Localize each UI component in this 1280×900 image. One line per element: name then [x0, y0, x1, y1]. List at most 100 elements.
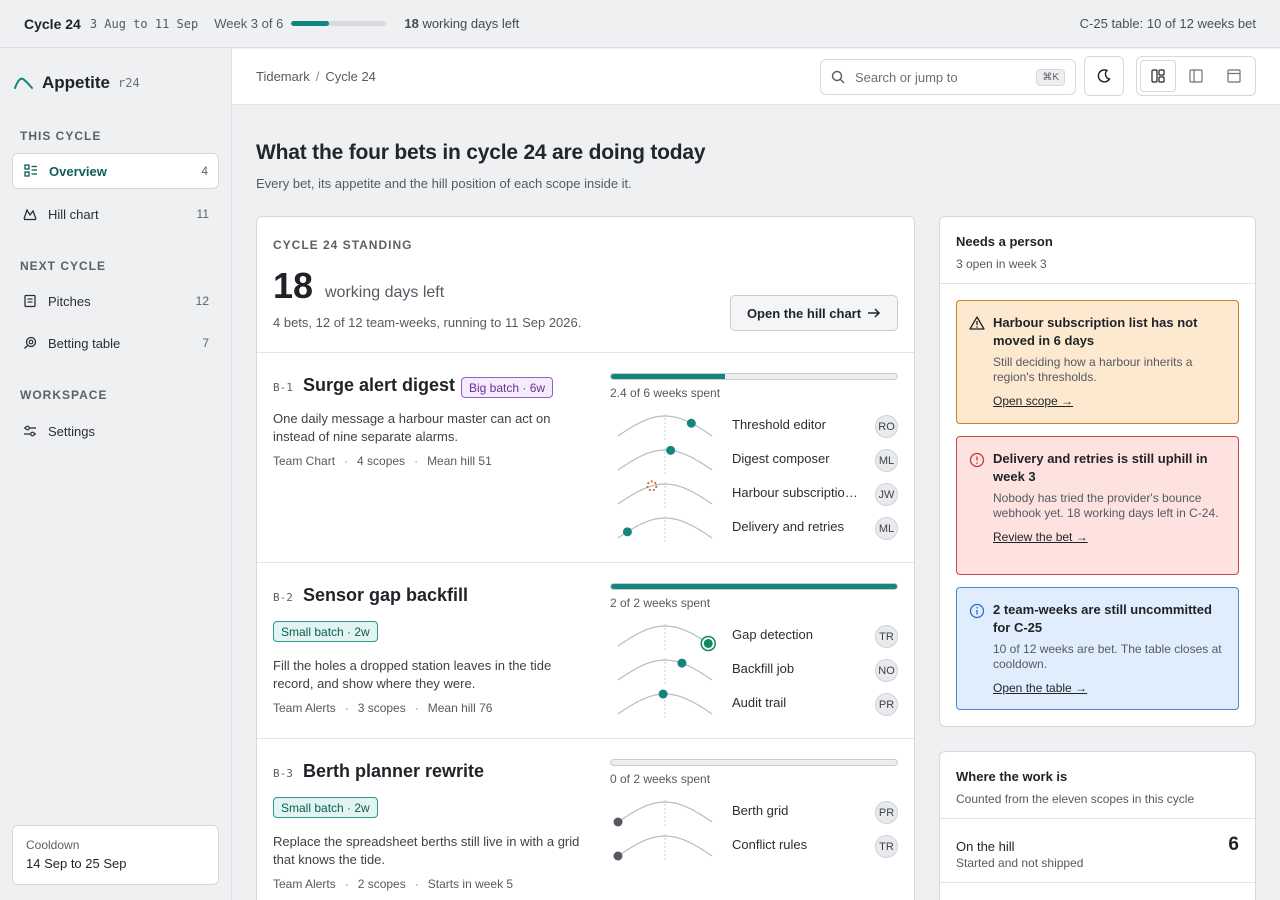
work-row-label: On the hill — [956, 839, 1015, 854]
hill-mini-chart — [617, 658, 713, 684]
avatar[interactable]: PR — [875, 693, 898, 716]
standing-meta: 4 bets, 12 of 12 team-weeks, running to … — [273, 315, 582, 330]
scope-row[interactable]: Gap detection TR — [610, 620, 898, 652]
error-icon — [969, 452, 985, 468]
bet-row[interactable]: B-2 Sensor gap backfill Small batch · 2w Fi… — [257, 563, 914, 739]
bet-code: B-1 — [273, 381, 293, 394]
alert-title: Harbour subscription list has not moved … — [993, 315, 1198, 348]
bet-meta: Team Alerts · 2 scopes · Starts in week 5 — [273, 877, 514, 891]
alert-error: Delivery and retries is still uphill in … — [956, 436, 1239, 575]
alert-desc: Still deciding how a harbour inherits a … — [993, 355, 1193, 384]
hill-mini-chart — [617, 445, 713, 474]
appetite-logo-icon — [14, 77, 33, 89]
sidebar-item-betting-table[interactable]: Betting table 7 — [12, 325, 219, 361]
avatar[interactable]: JW — [875, 483, 898, 506]
sidebar-item-label: Betting table — [48, 335, 121, 351]
hill-dot — [686, 418, 696, 428]
bet-row[interactable]: B-3 Berth planner rewrite Small batch · 2w… — [257, 739, 914, 900]
sidebar-item-count: 12 — [195, 294, 209, 308]
table-status: C-25 table: 10 of 12 weeks bet — [1079, 16, 1256, 31]
bet-scope-count: 2 scopes — [357, 877, 406, 891]
view-full-button[interactable] — [1216, 60, 1252, 92]
open-table-link[interactable]: Open the table → — [993, 681, 1088, 695]
breadcrumb-org[interactable]: Tidemark — [256, 69, 310, 84]
alert-info: 2 team-weeks are still uncommitted for C… — [956, 587, 1239, 710]
bet-extra: Mean hill 51 — [427, 454, 492, 468]
cycle-standing: CYCLE 24 STANDING 18 working days left 4… — [257, 217, 914, 353]
avatar[interactable]: TR — [875, 625, 898, 648]
scope-row[interactable]: Harbour subscription list JW — [610, 478, 898, 510]
bet-title[interactable]: Surge alert digest — [303, 375, 456, 395]
brand[interactable]: Appetite r24 — [14, 73, 140, 93]
avatar[interactable]: TR — [875, 835, 898, 858]
avatar[interactable]: ML — [875, 449, 898, 472]
arrow-right-icon — [868, 308, 881, 318]
scope-row[interactable]: Digest composer ML — [610, 444, 898, 476]
sidebar-item-settings[interactable]: Settings — [12, 413, 219, 449]
avatar[interactable]: RO — [875, 415, 898, 438]
scope-name: Delivery and retries — [732, 519, 844, 534]
bet-meta: Team Chart · 4 scopes · Mean hill 51 — [273, 454, 492, 468]
avatar[interactable]: ML — [875, 517, 898, 540]
avatar[interactable]: PR — [875, 801, 898, 824]
hill-dot-stuck — [646, 480, 658, 492]
search-placeholder: Search or jump to — [855, 69, 958, 85]
batch-badge: Small batch · 2w — [273, 797, 378, 818]
scope-row[interactable]: Conflict rules TR — [610, 830, 898, 862]
sidebar-item-pitches[interactable]: Pitches 12 — [12, 283, 219, 319]
sidebar-item-label: Settings — [48, 423, 95, 439]
review-bet-link[interactable]: Review the bet → — [993, 530, 1088, 544]
scope-name: Digest composer — [732, 451, 830, 466]
view-sidebar-button[interactable] — [1178, 60, 1214, 92]
cycle-status-bar: Cycle 24 3 Aug to 11 Sep Week 3 of 6 18 … — [0, 0, 1280, 48]
bet-scope-count: 3 scopes — [357, 701, 406, 715]
search-icon — [831, 70, 845, 84]
bet-title[interactable]: Sensor gap backfill — [303, 585, 469, 605]
work-row-value: 6 — [1228, 834, 1239, 855]
avatar[interactable]: NO — [875, 659, 898, 682]
hill-mini-chart — [617, 624, 716, 652]
view-switcher — [1136, 56, 1256, 96]
theme-toggle-button[interactable] — [1084, 56, 1124, 96]
full-layout-icon — [1227, 69, 1241, 83]
hill-dot — [703, 638, 713, 648]
warning-icon — [969, 316, 985, 330]
open-scope-link[interactable]: Open scope → — [993, 394, 1074, 408]
panel-title: Needs a person — [956, 234, 1053, 249]
scope-row[interactable]: Delivery and retries ML — [610, 512, 898, 544]
search-input[interactable]: Search or jump to ⌘K — [820, 59, 1076, 95]
bet-extra: Mean hill 76 — [427, 701, 493, 715]
bets-list: B-1 Surge alert digest Big batch · 6w One d… — [257, 353, 914, 900]
needs-a-person-panel: Needs a person 3 open in week 3 Harbour … — [939, 216, 1256, 727]
bet-row[interactable]: B-1 Surge alert digest Big batch · 6w One d… — [257, 353, 914, 563]
bet-code: B-3 — [273, 767, 293, 780]
scope-row[interactable]: Backfill job NO — [610, 654, 898, 686]
split-layout-icon — [1151, 69, 1165, 83]
sidebar-item-hill-chart[interactable]: Hill chart 11 — [12, 196, 219, 232]
view-split-button[interactable] — [1140, 60, 1176, 92]
scope-row[interactable]: Threshold editor RO — [610, 410, 898, 442]
page-title: What the four bets in cycle 24 are doing… — [256, 141, 706, 164]
breadcrumb-separator: / — [315, 69, 320, 84]
bet-extra: Starts in week 5 — [427, 877, 514, 891]
sidebar-item-label: Pitches — [48, 293, 91, 309]
work-row-on-the-hill: On the hill Started and not shipped 6 — [940, 819, 1255, 883]
scope-row[interactable]: Berth grid PR — [610, 796, 898, 828]
open-hill-chart-button[interactable]: Open the hill chart — [730, 295, 898, 331]
hill-mini-chart — [617, 480, 713, 508]
sidebar-item-overview[interactable]: Overview 4 — [12, 153, 219, 189]
bet-description: One daily message a harbour master can a… — [273, 411, 551, 444]
bet-meta: Team Alerts · 3 scopes · Mean hill 76 — [273, 701, 493, 715]
bet-title[interactable]: Berth planner rewrite — [303, 761, 485, 781]
page-subtitle: Every bet, its appetite and the hill pos… — [256, 176, 632, 191]
hill-dot — [613, 817, 623, 827]
alert-desc: 10 of 12 weeks are bet. The table closes… — [993, 642, 1222, 671]
sidebar-item-count: 4 — [201, 164, 208, 178]
bet-progress-bar — [610, 759, 898, 766]
work-row-sub: Started and not shipped — [956, 856, 1084, 870]
breadcrumb: Tidemark / Cycle 24 — [256, 69, 376, 84]
sidebar-layout-icon — [1189, 69, 1203, 83]
panel-subtitle: 3 open in week 3 — [956, 257, 1047, 271]
scope-name: Conflict rules — [732, 837, 808, 852]
scope-row[interactable]: Audit trail PR — [610, 688, 898, 720]
